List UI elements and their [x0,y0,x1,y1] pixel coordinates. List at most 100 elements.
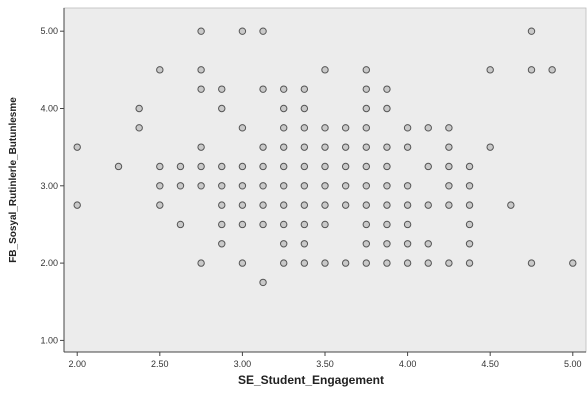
scatter-point [259,201,267,209]
scatter-point [383,85,391,93]
scatter-point [341,182,350,190]
scatter-point [300,143,309,151]
scatter-point [259,27,267,35]
scatter-point [569,259,577,267]
scatter-point [176,182,185,190]
scatter-point [259,278,267,287]
scatter-point [176,162,185,171]
scatter-point [73,143,81,151]
data-points [73,27,577,287]
scatter-point [445,124,453,132]
scatter-point [362,182,370,190]
scatter-point [341,143,350,151]
scatter-point [424,162,432,171]
scatter-point [403,240,412,248]
scatter-point [259,182,267,190]
scatter-point [445,143,453,151]
scatter-point [280,182,288,190]
scatter-point [362,85,370,93]
scatter-point [424,240,432,248]
scatter-point [218,220,226,229]
scatter-point [383,143,391,151]
scatter-point [321,259,329,267]
scatter-point [465,259,474,267]
scatter-point [156,66,164,74]
scatter-point [321,124,329,132]
scatter-point [362,104,370,113]
scatter-point [218,240,226,248]
x-axis-title: SE_Student_Engagement [238,373,384,387]
scatter-point [341,124,350,132]
scatter-point [383,104,391,113]
scatter-point [445,182,453,190]
scatter-point [403,201,412,209]
scatter-point [197,182,205,190]
scatter-point [300,85,309,93]
scatter-point [300,201,309,209]
scatter-point [362,240,370,248]
scatter-point [197,162,205,171]
y-tick-label: 3.00 [40,181,58,191]
scatter-point [362,66,370,74]
scatter-point [176,220,185,229]
scatter-point [362,143,370,151]
x-tick-label: 3.00 [234,359,252,369]
scatter-point [280,240,288,248]
scatter-point [197,259,205,267]
scatter-point [321,162,329,171]
scatter-point [197,27,205,35]
scatter-point [280,259,288,267]
scatter-point [73,201,81,209]
scatter-point [218,182,226,190]
scatter-point [465,240,474,248]
x-axis-ticks: 2.00 2.50 3.00 3.50 4.00 4.50 5.00 [68,352,582,369]
x-tick-label: 3.50 [316,359,334,369]
y-axis-title: FB_Sosyal_Rutinlerle_Butunlesme [8,97,19,263]
scatter-point [383,259,391,267]
scatter-point [486,66,494,74]
scatter-point [280,220,288,229]
scatter-point [321,220,329,229]
scatter-point [465,220,474,229]
scatter-point [383,182,391,190]
scatter-point [403,143,412,151]
scatter-point [527,66,536,74]
scatter-point [259,85,267,93]
scatter-point [300,162,309,171]
scatter-point [280,162,288,171]
y-tick-label: 1.00 [40,335,58,345]
scatter-point [300,182,309,190]
scatter-point [114,162,123,171]
scatter-point [280,143,288,151]
scatter-point [383,240,391,248]
y-tick-label: 2.00 [40,258,58,268]
scatter-point [197,85,205,93]
y-axis-ticks: 1.00 2.00 3.00 4.00 5.00 [40,26,64,345]
scatter-point [238,124,247,132]
scatter-point [280,124,288,132]
scatter-point [362,220,370,229]
scatter-point [403,124,412,132]
scatter-point [238,162,247,171]
x-tick-label: 2.00 [68,359,86,369]
scatter-point [218,85,226,93]
scatter-point [300,240,309,248]
scatter-point [135,104,143,113]
scatter-point [156,182,164,190]
scatter-point [300,220,309,229]
x-tick-label: 4.00 [399,359,417,369]
scatter-point [300,124,309,132]
scatter-point [362,162,370,171]
scatter-point [548,66,556,74]
x-tick-label: 2.50 [151,359,169,369]
y-tick-label: 5.00 [40,26,58,36]
scatter-point [259,162,267,171]
scatter-point [280,104,288,113]
scatter-point [341,201,350,209]
scatter-point [527,259,536,267]
scatter-point [238,259,247,267]
scatter-point [445,162,453,171]
x-tick-label: 4.50 [481,359,499,369]
y-tick-label: 4.00 [40,103,58,113]
